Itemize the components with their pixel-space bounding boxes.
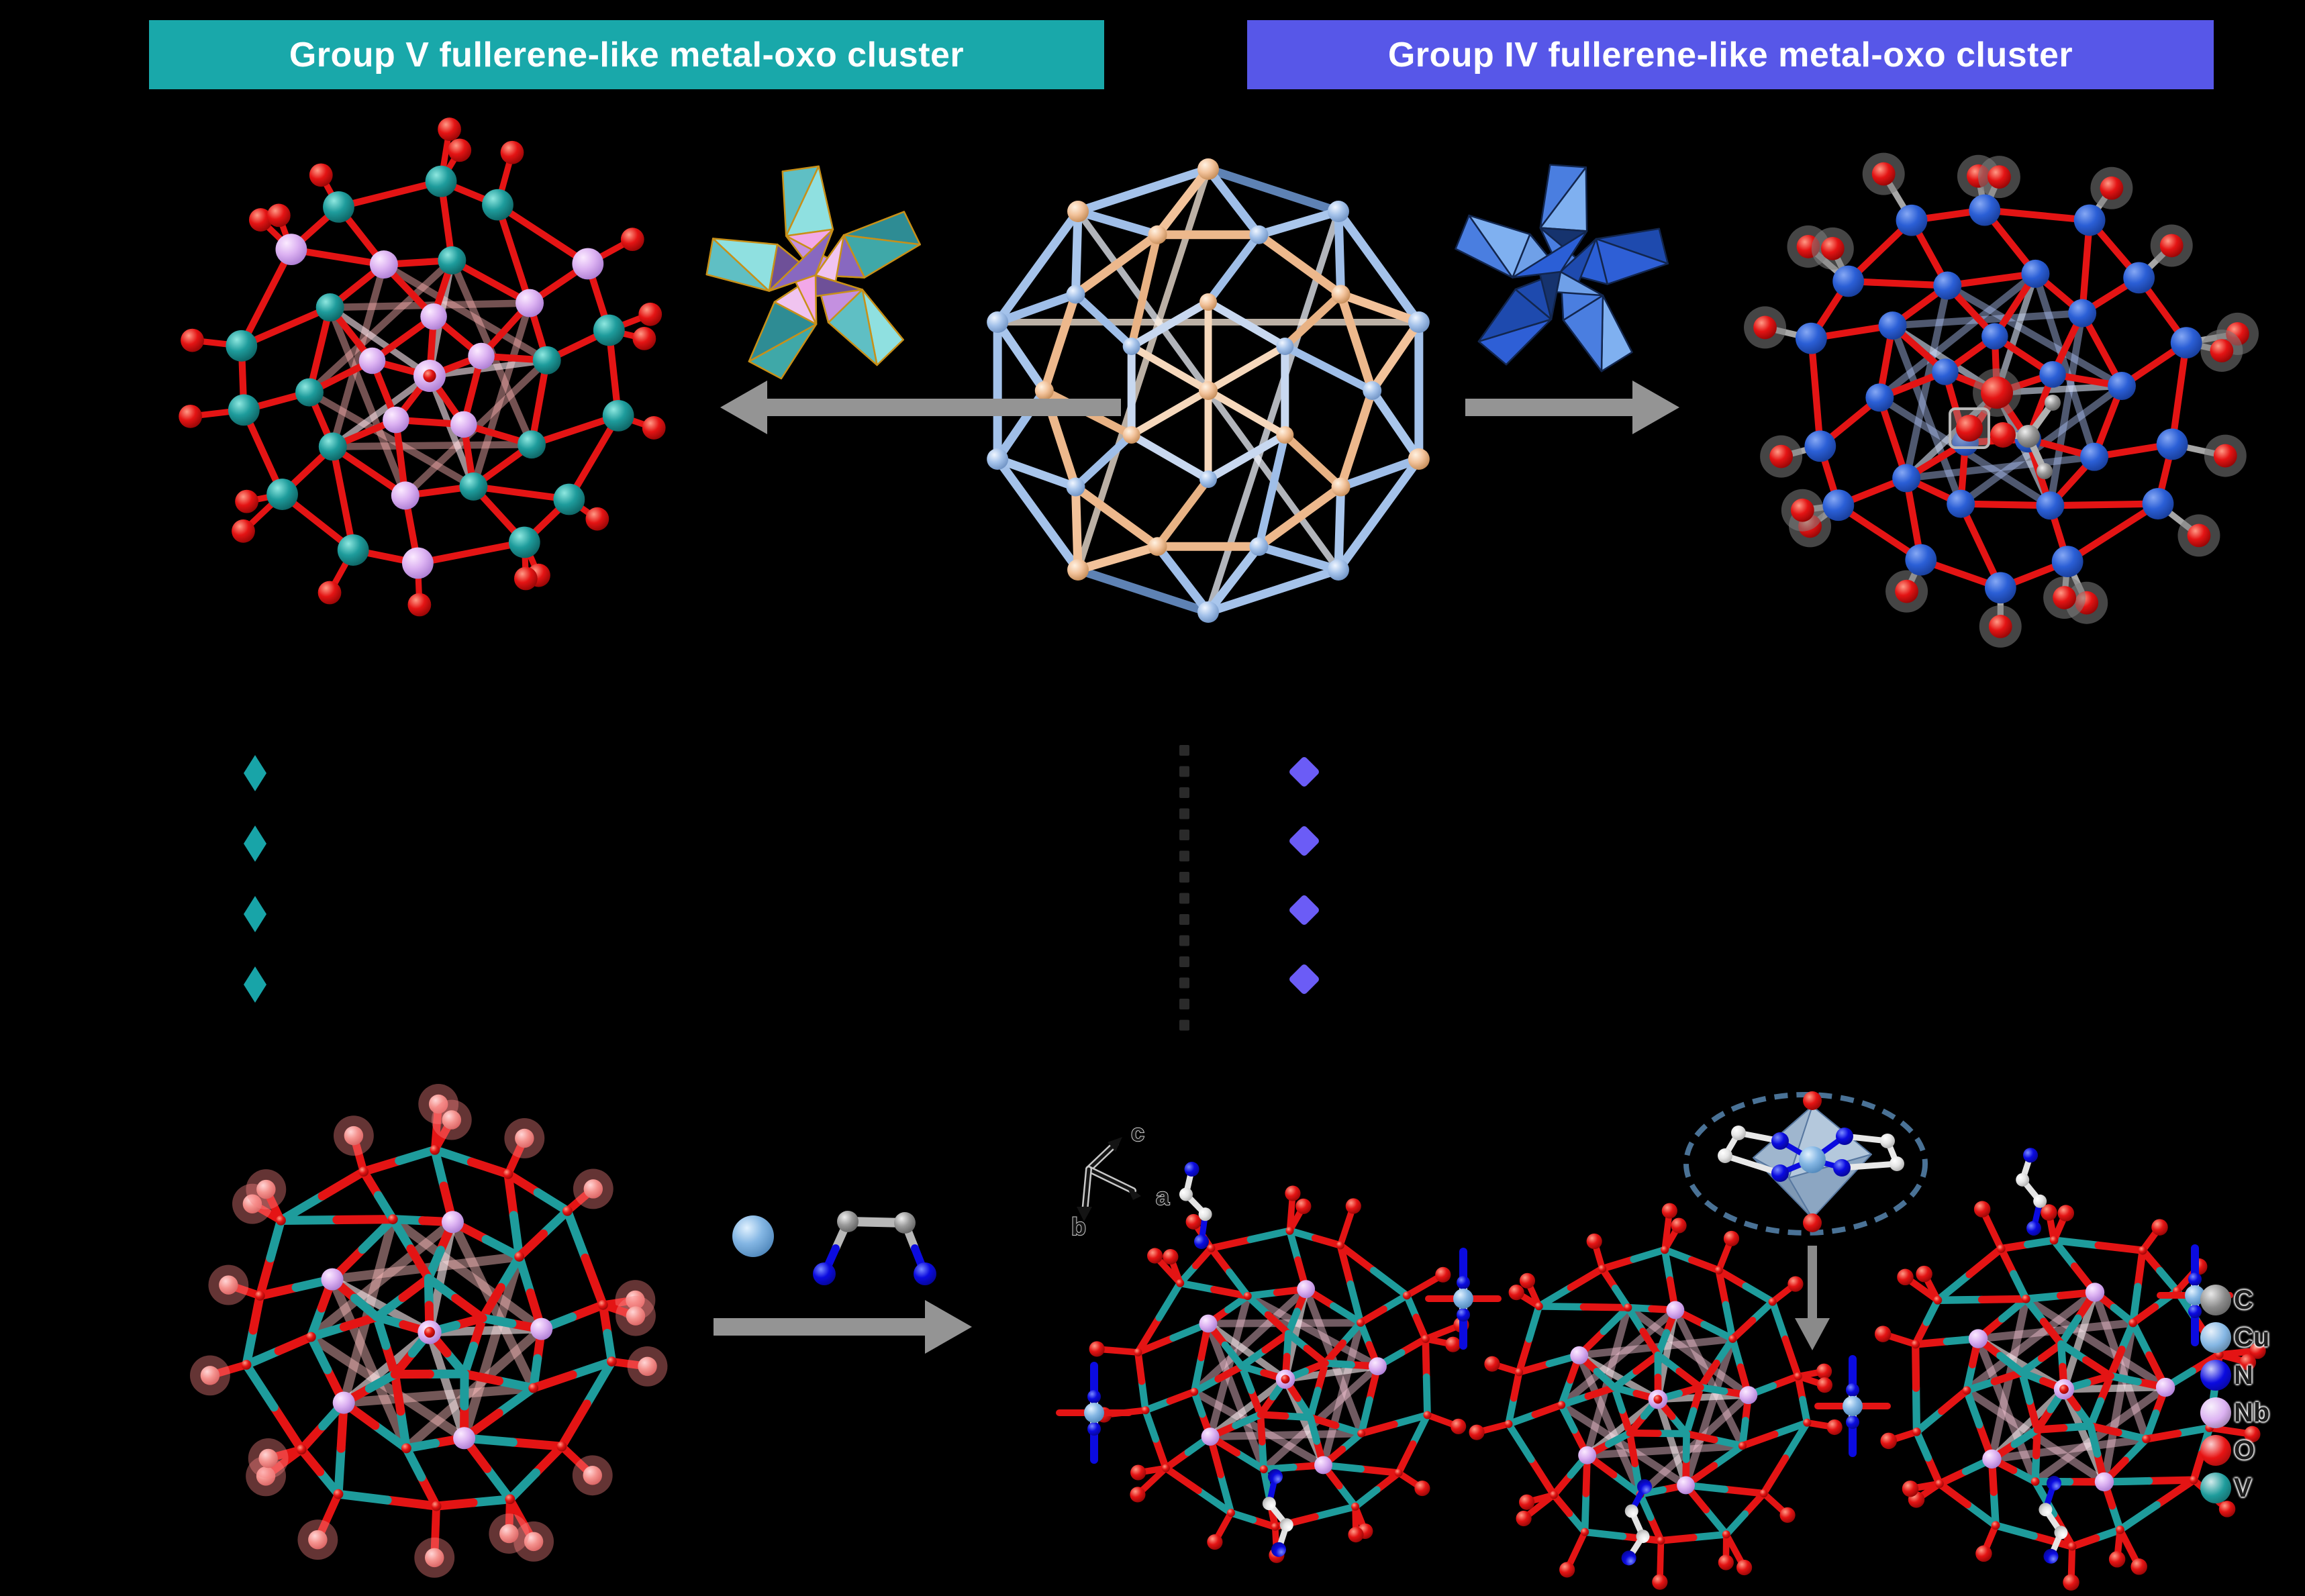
axis-indicator: c a b [1071,1118,1171,1241]
copper-linker-a-b [1425,1248,1502,1350]
axis-label-a: a [1156,1183,1170,1210]
legend-item-nb: Nb [2200,1397,2269,1428]
banner-group-iv-label: Group IV fullerene-like metal-oxo cluste… [1387,35,2073,74]
banner-group-v: Group V fullerene-like metal-oxo cluster [149,20,1104,89]
dashed-divider [1179,745,1189,1031]
copper-linker-right-terminal [2157,1244,2233,1346]
niobium-atom-icon [2200,1397,2231,1428]
legend-label-nb: Nb [2234,1397,2270,1428]
legend-item-c: C [2200,1285,2269,1315]
cluster-framework-1 [1089,1185,1469,1563]
banner-group-iv: Group IV fullerene-like metal-oxo cluste… [1247,20,2214,89]
oxygen-atom-icon [2200,1435,2231,1466]
polyhedron-group-v-icon [705,165,921,380]
legend-label-n: N [2234,1360,2253,1390]
bullet-diamonds-right [1289,757,1319,994]
bullet-diamonds-left [244,755,266,1003]
nitrogen-atom-icon [2200,1360,2231,1391]
cluster-framework-3 [1874,1201,2266,1591]
arrow-cu-en-reaction [714,1300,972,1354]
legend-label-v: V [2234,1473,2252,1503]
axis-label-c: c [1131,1119,1144,1146]
vanadium-atom-icon [2200,1473,2231,1503]
polyhedron-group-iv-icon [1455,164,1669,372]
en-ligand-bottom-a [1262,1469,1293,1557]
copper-linker-left-terminal [1056,1362,1132,1464]
banner-group-v-label: Group V fullerene-like metal-oxo cluster [289,35,965,74]
water-acetate-icons [1949,395,2061,479]
en-ligand-top-a [1179,1162,1212,1249]
copper-linker-b-c [1814,1355,1891,1457]
arrow-to-group-iv [1465,381,1679,434]
legend-label-c: C [2234,1285,2253,1315]
cluster-v-nb-precursor [190,1084,668,1578]
arrow-to-group-v [720,381,1121,434]
cluster-group-iv [1744,152,2259,648]
carbon-atom-icon [2200,1285,2231,1315]
cluster-framework-2 [1469,1203,1843,1590]
en-ligand-bottom-c [2039,1476,2068,1564]
icosahedral-cage [987,158,1430,623]
cu-octahedron-inset [1683,1091,1928,1236]
en-ligand-top-c [2016,1148,2047,1236]
arrow-inset-down [1795,1246,1830,1350]
legend-label-o: O [2234,1435,2255,1465]
legend: C Cu N Nb O V [2200,1285,2269,1503]
legend-item-cu: Cu [2200,1322,2269,1353]
legend-item-o: O [2200,1435,2269,1466]
legend-label-cu: Cu [2234,1322,2270,1352]
en-ligand-bottom-b [1621,1479,1652,1566]
cluster-group-v [179,117,666,617]
copper-atom-icon [2200,1322,2231,1353]
legend-item-n: N [2200,1360,2269,1391]
cu-en-reagents [732,1211,936,1285]
axis-label-b: b [1071,1213,1086,1240]
legend-item-v: V [2200,1473,2269,1503]
